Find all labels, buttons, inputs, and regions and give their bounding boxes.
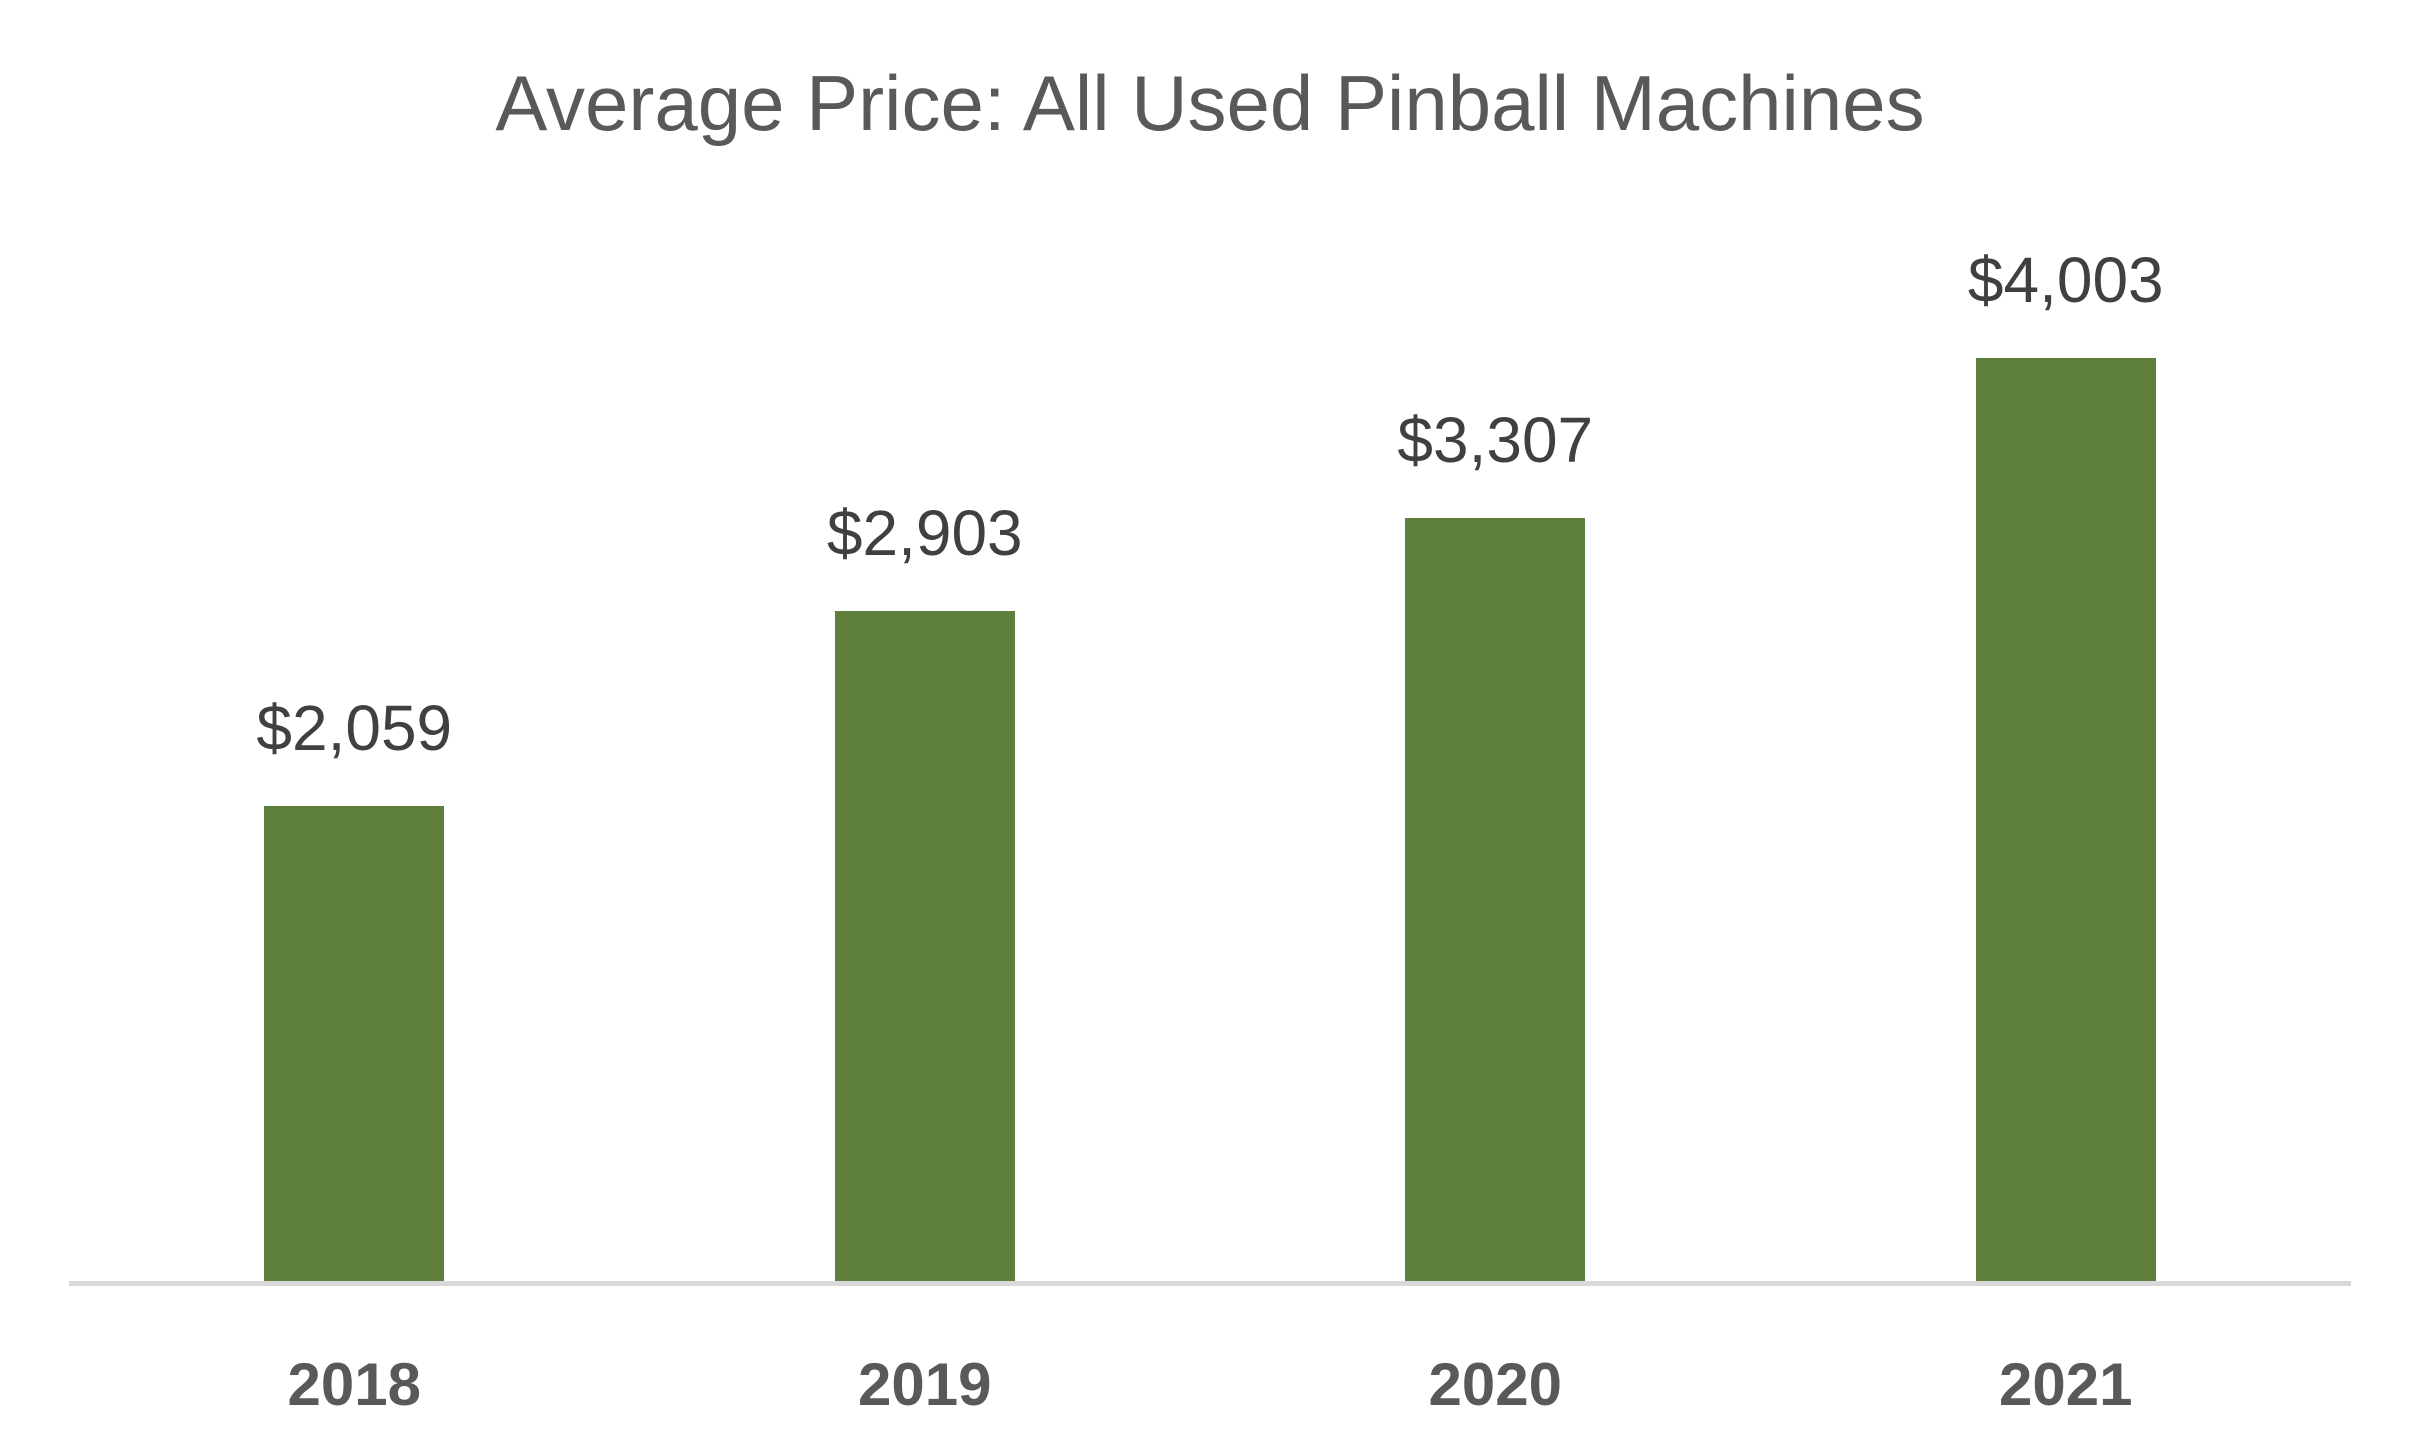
bar-2018 <box>264 805 445 1281</box>
data-label-2021: $4,003 <box>1967 243 2164 316</box>
x-tick-label-2018: 2018 <box>287 1351 421 1418</box>
chart-title: Average Price: All Used Pinball Machines <box>495 59 1925 147</box>
x-axis-line <box>69 1281 2351 1286</box>
bar-2020 <box>1405 518 1586 1281</box>
bar-2021 <box>1975 357 2156 1281</box>
x-tick-label-2019: 2019 <box>858 1351 992 1418</box>
data-label-2019: $2,903 <box>826 497 1023 570</box>
data-label-2018: $2,059 <box>256 691 453 764</box>
bar-2019 <box>834 611 1015 1281</box>
data-label-2020: $3,307 <box>1397 404 1594 477</box>
x-tick-label-2020: 2020 <box>1428 1351 1562 1418</box>
x-tick-label-2021: 2021 <box>1999 1351 2133 1418</box>
